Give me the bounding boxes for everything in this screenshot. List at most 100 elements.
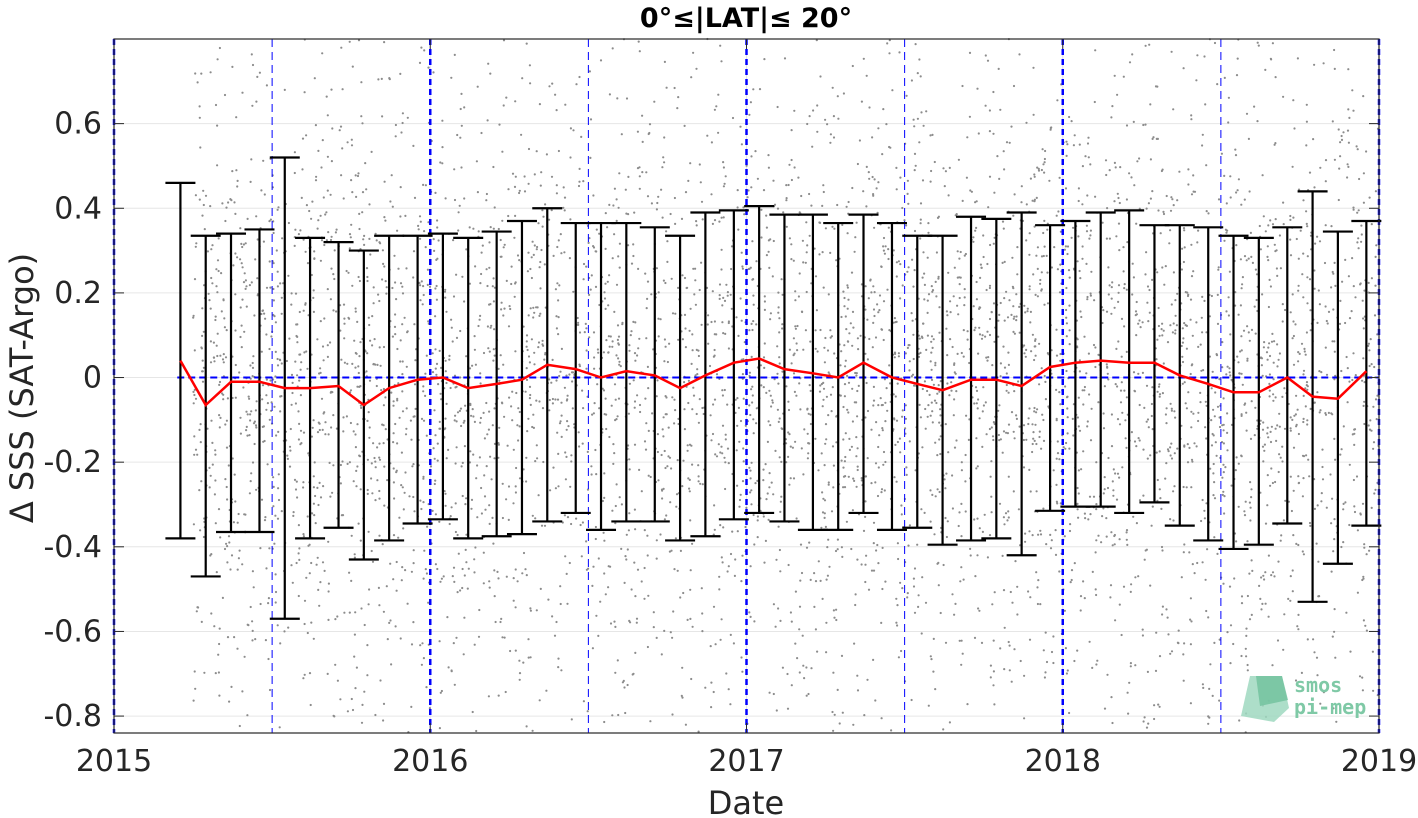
scatter-point <box>603 496 606 499</box>
scatter-point <box>1180 268 1183 271</box>
scatter-point <box>1087 156 1090 159</box>
scatter-point <box>713 108 717 111</box>
scatter-point <box>293 478 297 481</box>
scatter-point <box>565 428 568 431</box>
scatter-point <box>255 426 258 429</box>
scatter-point <box>1263 578 1266 581</box>
scatter-point <box>1374 284 1377 287</box>
scatter-point <box>864 308 867 311</box>
scatter-point <box>931 346 934 349</box>
scatter-point <box>577 323 580 326</box>
scatter-point <box>316 227 319 230</box>
scatter-point <box>768 486 771 489</box>
scatter-point <box>525 334 529 337</box>
scatter-point <box>1110 413 1113 416</box>
scatter-point <box>367 411 370 414</box>
scatter-point <box>980 641 984 645</box>
scatter-point <box>1266 432 1269 435</box>
scatter-point <box>326 344 329 347</box>
scatter-point <box>1347 141 1350 144</box>
scatter-point <box>825 651 828 654</box>
scatter-point <box>397 382 400 385</box>
scatter-point <box>803 428 806 431</box>
scatter-point <box>1027 590 1030 593</box>
scatter-point <box>911 373 915 376</box>
scatter-point <box>943 478 946 481</box>
scatter-point <box>276 517 280 520</box>
scatter-point <box>937 275 940 278</box>
scatter-point <box>627 175 630 178</box>
scatter-point <box>1264 522 1268 525</box>
scatter-point <box>760 236 763 239</box>
scatter-point <box>912 285 915 288</box>
scatter-point <box>906 270 909 273</box>
scatter-point <box>566 516 570 519</box>
scatter-point <box>1059 352 1062 356</box>
scatter-point <box>557 239 560 242</box>
scatter-point <box>688 487 691 490</box>
scatter-point <box>374 232 377 235</box>
scatter-point <box>377 78 380 81</box>
scatter-point <box>967 438 971 441</box>
scatter-point <box>603 472 606 475</box>
scatter-point <box>577 321 580 324</box>
scatter-point <box>331 491 334 494</box>
scatter-point <box>750 461 753 464</box>
scatter-point <box>399 215 402 218</box>
scatter-point <box>1151 137 1154 140</box>
scatter-point <box>290 373 294 376</box>
scatter-point <box>524 390 527 393</box>
scatter-point <box>297 410 300 413</box>
scatter-point <box>954 602 957 606</box>
scatter-point <box>1223 239 1226 242</box>
scatter-point <box>1365 629 1368 632</box>
scatter-point <box>1215 454 1218 457</box>
scatter-point <box>1235 244 1238 247</box>
scatter-point <box>720 248 723 251</box>
scatter-point <box>1319 702 1322 705</box>
scatter-point <box>496 570 499 574</box>
scatter-point <box>1131 293 1134 296</box>
scatter-point <box>1086 295 1089 299</box>
scatter-point <box>405 267 408 270</box>
scatter-point <box>844 475 847 478</box>
scatter-point <box>1122 75 1125 78</box>
scatter-point <box>1255 298 1258 302</box>
scatter-point <box>627 244 630 247</box>
scatter-point <box>765 391 768 394</box>
scatter-point <box>530 256 533 259</box>
scatter-point <box>1305 331 1308 334</box>
scatter-point <box>276 285 279 288</box>
scatter-point <box>752 320 755 323</box>
scatter-point <box>1113 74 1116 77</box>
scatter-point <box>410 570 413 573</box>
scatter-point <box>1305 210 1308 213</box>
scatter-point <box>238 371 241 374</box>
scatter-point <box>1187 183 1190 186</box>
scatter-point <box>1317 289 1320 292</box>
scatter-point <box>501 150 504 153</box>
scatter-point <box>929 520 932 523</box>
scatter-point <box>332 309 335 312</box>
scatter-point <box>883 489 886 492</box>
scatter-point <box>1029 596 1032 599</box>
scatter-point <box>1067 269 1071 272</box>
scatter-point <box>922 124 925 127</box>
scatter-point <box>1055 388 1058 391</box>
scatter-point <box>512 502 515 505</box>
scatter-point <box>1094 346 1097 349</box>
scatter-point <box>635 617 639 620</box>
scatter-point <box>930 285 933 288</box>
scatter-point <box>559 370 562 373</box>
scatter-point <box>1173 452 1176 455</box>
scatter-point <box>276 624 279 627</box>
scatter-point <box>542 460 545 464</box>
scatter-point <box>488 350 491 353</box>
scatter-point <box>851 387 854 390</box>
scatter-point <box>1182 679 1185 682</box>
scatter-point <box>816 350 819 353</box>
scatter-point <box>492 300 495 303</box>
scatter-point <box>431 352 434 355</box>
scatter-point <box>367 603 370 606</box>
scatter-point <box>963 254 966 257</box>
